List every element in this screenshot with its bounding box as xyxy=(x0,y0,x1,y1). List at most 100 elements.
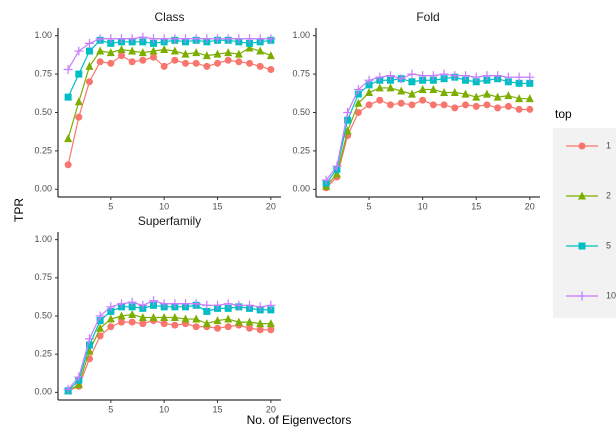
marker xyxy=(85,341,93,349)
x-tick-label: 5 xyxy=(108,201,113,211)
marker xyxy=(116,34,126,44)
marker xyxy=(255,34,265,44)
marker xyxy=(75,113,83,121)
marker xyxy=(213,49,222,58)
x-axis-label: No. of Eigenvectors xyxy=(247,413,352,427)
marker xyxy=(386,76,394,84)
marker xyxy=(138,313,147,322)
marker xyxy=(106,314,115,323)
marker xyxy=(503,72,513,82)
marker xyxy=(515,94,524,103)
marker xyxy=(160,320,168,328)
marker xyxy=(202,300,212,310)
marker xyxy=(493,71,503,81)
marker xyxy=(472,92,481,101)
legend-label: 10 xyxy=(606,290,616,300)
marker xyxy=(343,108,353,117)
legend-background xyxy=(553,128,616,318)
marker xyxy=(234,34,244,44)
marker xyxy=(256,62,264,70)
marker xyxy=(353,84,363,94)
marker xyxy=(440,75,448,83)
x-tick-label: 5 xyxy=(367,201,372,211)
marker xyxy=(332,161,342,171)
marker xyxy=(107,39,115,47)
marker xyxy=(364,75,374,85)
marker xyxy=(149,313,158,322)
y-tick-label: 0.25 xyxy=(34,349,52,359)
marker xyxy=(117,318,125,326)
marker xyxy=(213,34,223,44)
marker xyxy=(170,34,180,44)
marker xyxy=(482,71,492,81)
marker xyxy=(203,307,211,315)
marker xyxy=(149,46,158,55)
legend-label: 1 xyxy=(606,140,611,150)
marker xyxy=(483,76,491,84)
x-tick-label: 20 xyxy=(266,404,276,414)
marker xyxy=(245,300,255,310)
marker xyxy=(321,175,331,185)
marker xyxy=(95,311,105,321)
marker xyxy=(354,109,362,116)
marker xyxy=(365,81,373,89)
marker xyxy=(440,101,448,109)
marker xyxy=(256,46,265,55)
marker xyxy=(84,38,94,48)
marker xyxy=(213,300,223,310)
marker xyxy=(450,71,460,81)
y-axis-label: TPR xyxy=(12,198,26,222)
marker xyxy=(139,320,147,328)
marker xyxy=(494,104,502,112)
legend-label: 5 xyxy=(606,240,611,250)
marker xyxy=(223,34,233,44)
marker xyxy=(471,72,481,82)
marker xyxy=(138,300,148,310)
marker xyxy=(418,71,428,81)
marker xyxy=(246,59,254,67)
marker xyxy=(266,300,276,310)
marker xyxy=(332,169,341,178)
y-tick-label: 0.00 xyxy=(34,387,52,397)
y-tick-label: 0.00 xyxy=(34,184,52,194)
marker xyxy=(461,89,470,98)
panel-title: Class xyxy=(154,10,184,24)
marker xyxy=(182,59,190,67)
y-tick-label: 1.00 xyxy=(34,30,52,40)
marker xyxy=(343,126,352,135)
x-tick-label: 10 xyxy=(159,201,169,211)
marker xyxy=(117,52,125,60)
marker xyxy=(85,61,94,70)
marker xyxy=(483,101,491,109)
marker xyxy=(408,78,416,86)
marker xyxy=(214,59,222,67)
marker xyxy=(74,46,84,56)
y-tick-label: 0.75 xyxy=(34,272,52,282)
panel-title: Superfamily xyxy=(138,214,201,228)
marker xyxy=(107,323,115,331)
marker xyxy=(128,46,137,55)
marker xyxy=(245,317,254,326)
marker xyxy=(267,65,275,73)
marker xyxy=(375,72,385,82)
marker xyxy=(107,59,115,67)
marker xyxy=(148,34,158,44)
marker xyxy=(256,319,265,328)
marker xyxy=(439,69,449,79)
marker xyxy=(267,306,275,314)
marker xyxy=(234,49,243,58)
marker xyxy=(202,34,212,44)
marker xyxy=(84,334,94,344)
marker xyxy=(255,302,265,312)
marker xyxy=(128,58,136,66)
y-tick-label: 1.00 xyxy=(292,30,310,40)
marker xyxy=(515,79,523,87)
marker xyxy=(170,299,180,309)
marker xyxy=(397,99,405,107)
marker xyxy=(235,58,243,66)
marker xyxy=(64,134,73,143)
marker xyxy=(85,47,93,55)
panel-title: Fold xyxy=(416,10,439,24)
marker xyxy=(63,64,73,74)
marker xyxy=(578,142,586,150)
